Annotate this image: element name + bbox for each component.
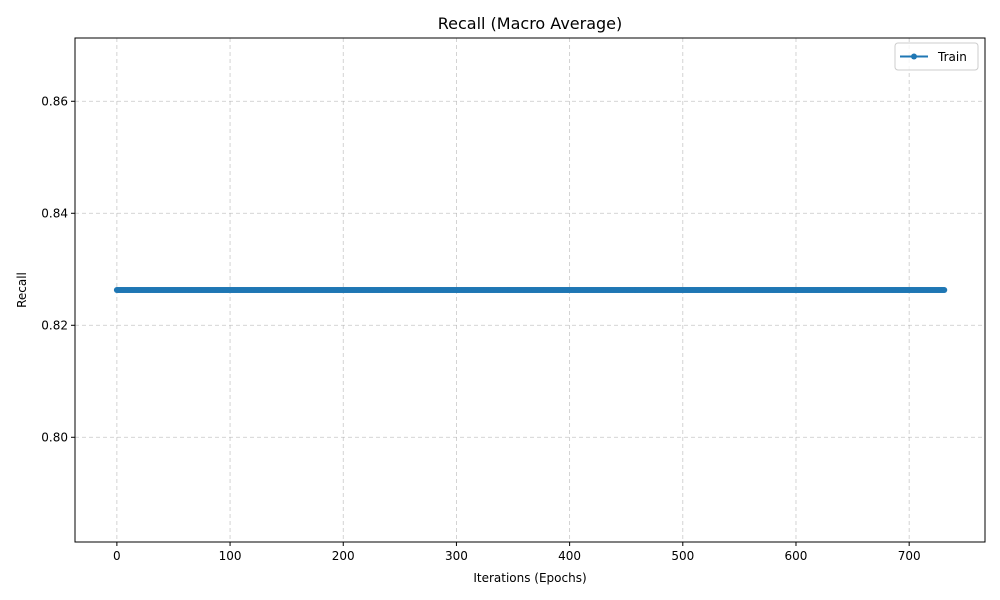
series-layer: [113, 287, 948, 293]
legend-box: [894, 42, 979, 71]
y-tick-label: 0.86: [41, 94, 68, 108]
x-tick-label: 400: [558, 549, 581, 563]
x-axis-label: Iterations (Epochs): [473, 571, 586, 585]
x-tick-label: 700: [898, 549, 921, 563]
chart-title: Recall (Macro Average): [438, 14, 623, 33]
x-tick-label: 600: [785, 549, 808, 563]
plot-frame: [74, 37, 986, 543]
y-axis-label: Recall: [15, 272, 29, 308]
legend-marker: [911, 53, 917, 60]
x-axis-ticks: 0 100 200 300 400 500 600 700: [113, 542, 921, 563]
legend: Train: [894, 42, 979, 71]
y-axis-ticks: 0.80 0.82 0.84 0.86: [41, 94, 75, 444]
x-tick-label: 0: [113, 549, 121, 563]
x-tick-label: 200: [332, 549, 355, 563]
data-point: [941, 287, 948, 293]
series-markers-train: [113, 287, 948, 293]
y-tick-label: 0.84: [41, 206, 68, 220]
x-tick-label: 300: [445, 549, 468, 563]
x-tick-label: 100: [219, 549, 242, 563]
x-tick-label: 500: [671, 549, 694, 563]
y-tick-label: 0.82: [41, 318, 68, 332]
legend-label-train: Train: [937, 50, 967, 64]
y-tick-label: 0.80: [41, 430, 68, 444]
